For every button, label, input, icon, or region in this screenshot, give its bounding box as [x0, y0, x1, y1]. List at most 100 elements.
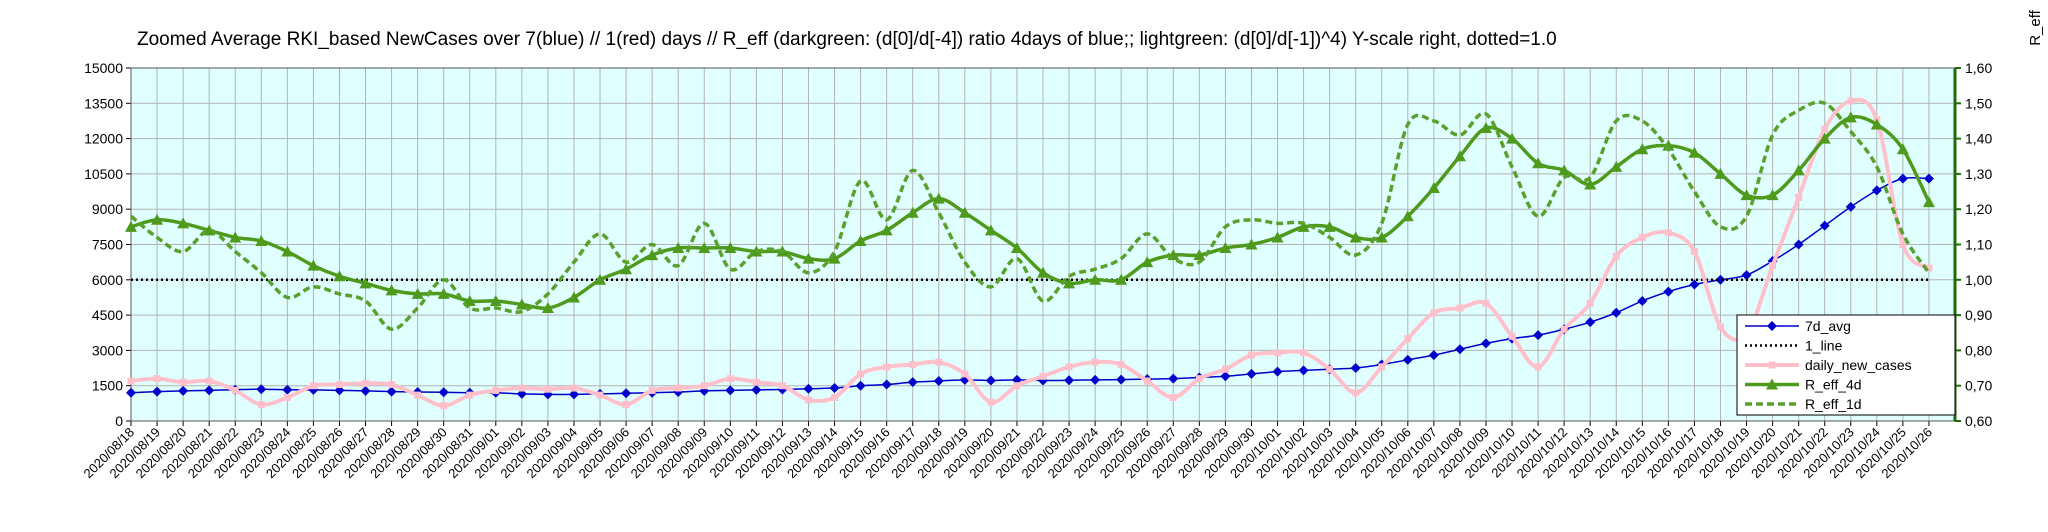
point-marker — [492, 386, 500, 394]
y2-tick-label: 1,50 — [1965, 95, 1992, 111]
point-marker — [335, 381, 343, 389]
point-marker — [828, 252, 841, 264]
point-marker — [1037, 266, 1049, 278]
point-marker — [1610, 160, 1623, 172]
point-marker — [1274, 349, 1282, 357]
y2-tick-label: 1,30 — [1965, 166, 1992, 182]
series-line — [129, 100, 1931, 331]
point-marker — [698, 242, 711, 254]
y2-tick-label: 1,20 — [1965, 201, 1992, 217]
y-tick-label: 7500 — [92, 237, 123, 253]
point-marker — [362, 379, 370, 387]
point-marker — [1508, 332, 1516, 340]
point-marker — [1896, 143, 1909, 155]
point-marker — [1065, 363, 1073, 371]
legend-label: daily_new_cases — [1805, 357, 1912, 373]
point-marker — [674, 384, 682, 392]
point-marker — [1195, 375, 1203, 383]
point-marker — [1272, 366, 1283, 377]
point-marker — [724, 242, 737, 254]
y2-tick-label: 1,60 — [1965, 60, 1992, 76]
point-marker — [594, 273, 607, 285]
point-marker — [725, 385, 736, 396]
point-marker — [804, 396, 812, 404]
point-marker — [1845, 201, 1856, 212]
point-marker — [437, 287, 450, 299]
point-marker — [1064, 375, 1075, 386]
point-marker — [1741, 270, 1752, 281]
point-marker — [307, 259, 320, 271]
point-marker — [1925, 264, 1933, 272]
y-tick-label: 9000 — [92, 201, 123, 217]
point-marker — [1586, 299, 1594, 307]
point-marker — [153, 375, 161, 383]
point-marker — [751, 384, 762, 395]
point-marker — [596, 391, 604, 399]
y-tick-label: 12000 — [84, 131, 123, 147]
point-marker — [909, 361, 917, 369]
point-marker — [1585, 317, 1596, 328]
point-marker — [778, 382, 786, 390]
point-marker — [1819, 220, 1830, 231]
point-marker — [700, 382, 708, 390]
point-marker — [1584, 178, 1597, 190]
point-marker — [1612, 252, 1620, 260]
point-marker — [1010, 242, 1023, 254]
point-marker — [1298, 365, 1309, 376]
point-marker — [1300, 349, 1308, 357]
point-marker — [360, 385, 371, 396]
point-marker — [1401, 210, 1414, 222]
point-marker — [1664, 229, 1672, 237]
point-marker — [646, 249, 659, 261]
y-tick-label: 15000 — [84, 60, 123, 76]
point-marker — [1271, 231, 1284, 243]
point-marker — [855, 380, 866, 391]
point-marker — [726, 375, 734, 383]
point-marker — [620, 263, 633, 275]
point-marker — [1297, 220, 1310, 232]
y2-axis-label: R_eff — [2027, 9, 2044, 45]
point-marker — [1430, 309, 1438, 317]
point-marker — [1637, 295, 1648, 306]
point-marker — [1349, 231, 1362, 243]
point-marker — [857, 370, 865, 378]
point-marker — [544, 385, 552, 393]
point-marker — [648, 386, 656, 394]
point-marker — [255, 234, 268, 246]
point-marker — [854, 234, 867, 246]
point-marker — [386, 386, 397, 397]
point-marker — [1897, 173, 1908, 184]
point-marker — [1532, 157, 1545, 169]
point-marker — [1116, 374, 1127, 385]
point-marker — [1740, 189, 1753, 201]
point-marker — [125, 220, 137, 232]
point-marker — [1818, 132, 1831, 144]
legend-label: 7d_avg — [1805, 318, 1851, 334]
point-marker — [359, 277, 372, 289]
point-marker — [1091, 358, 1099, 366]
point-marker — [177, 217, 190, 229]
y2-tick-label: 1,40 — [1965, 131, 1992, 147]
point-marker — [1479, 122, 1492, 134]
point-marker — [1117, 361, 1125, 369]
y2-tick-label: 0,60 — [1965, 413, 1992, 429]
y-tick-label: 3000 — [92, 342, 123, 358]
point-marker — [1143, 377, 1151, 385]
point-marker — [283, 393, 291, 401]
point-marker — [1245, 238, 1258, 250]
legend-label: 1_line — [1805, 338, 1843, 354]
y-tick-label: 13500 — [84, 95, 123, 111]
point-marker — [411, 287, 424, 299]
y2-tick-label: 1,00 — [1965, 272, 1992, 288]
point-marker — [466, 391, 474, 399]
point-marker — [282, 384, 293, 395]
legend-marker — [1767, 321, 1777, 331]
point-marker — [204, 385, 215, 396]
point-marker — [333, 270, 346, 282]
point-marker — [958, 206, 971, 218]
point-marker — [568, 389, 579, 400]
point-marker — [1870, 118, 1883, 130]
point-marker — [984, 224, 997, 236]
point-marker — [127, 377, 135, 385]
